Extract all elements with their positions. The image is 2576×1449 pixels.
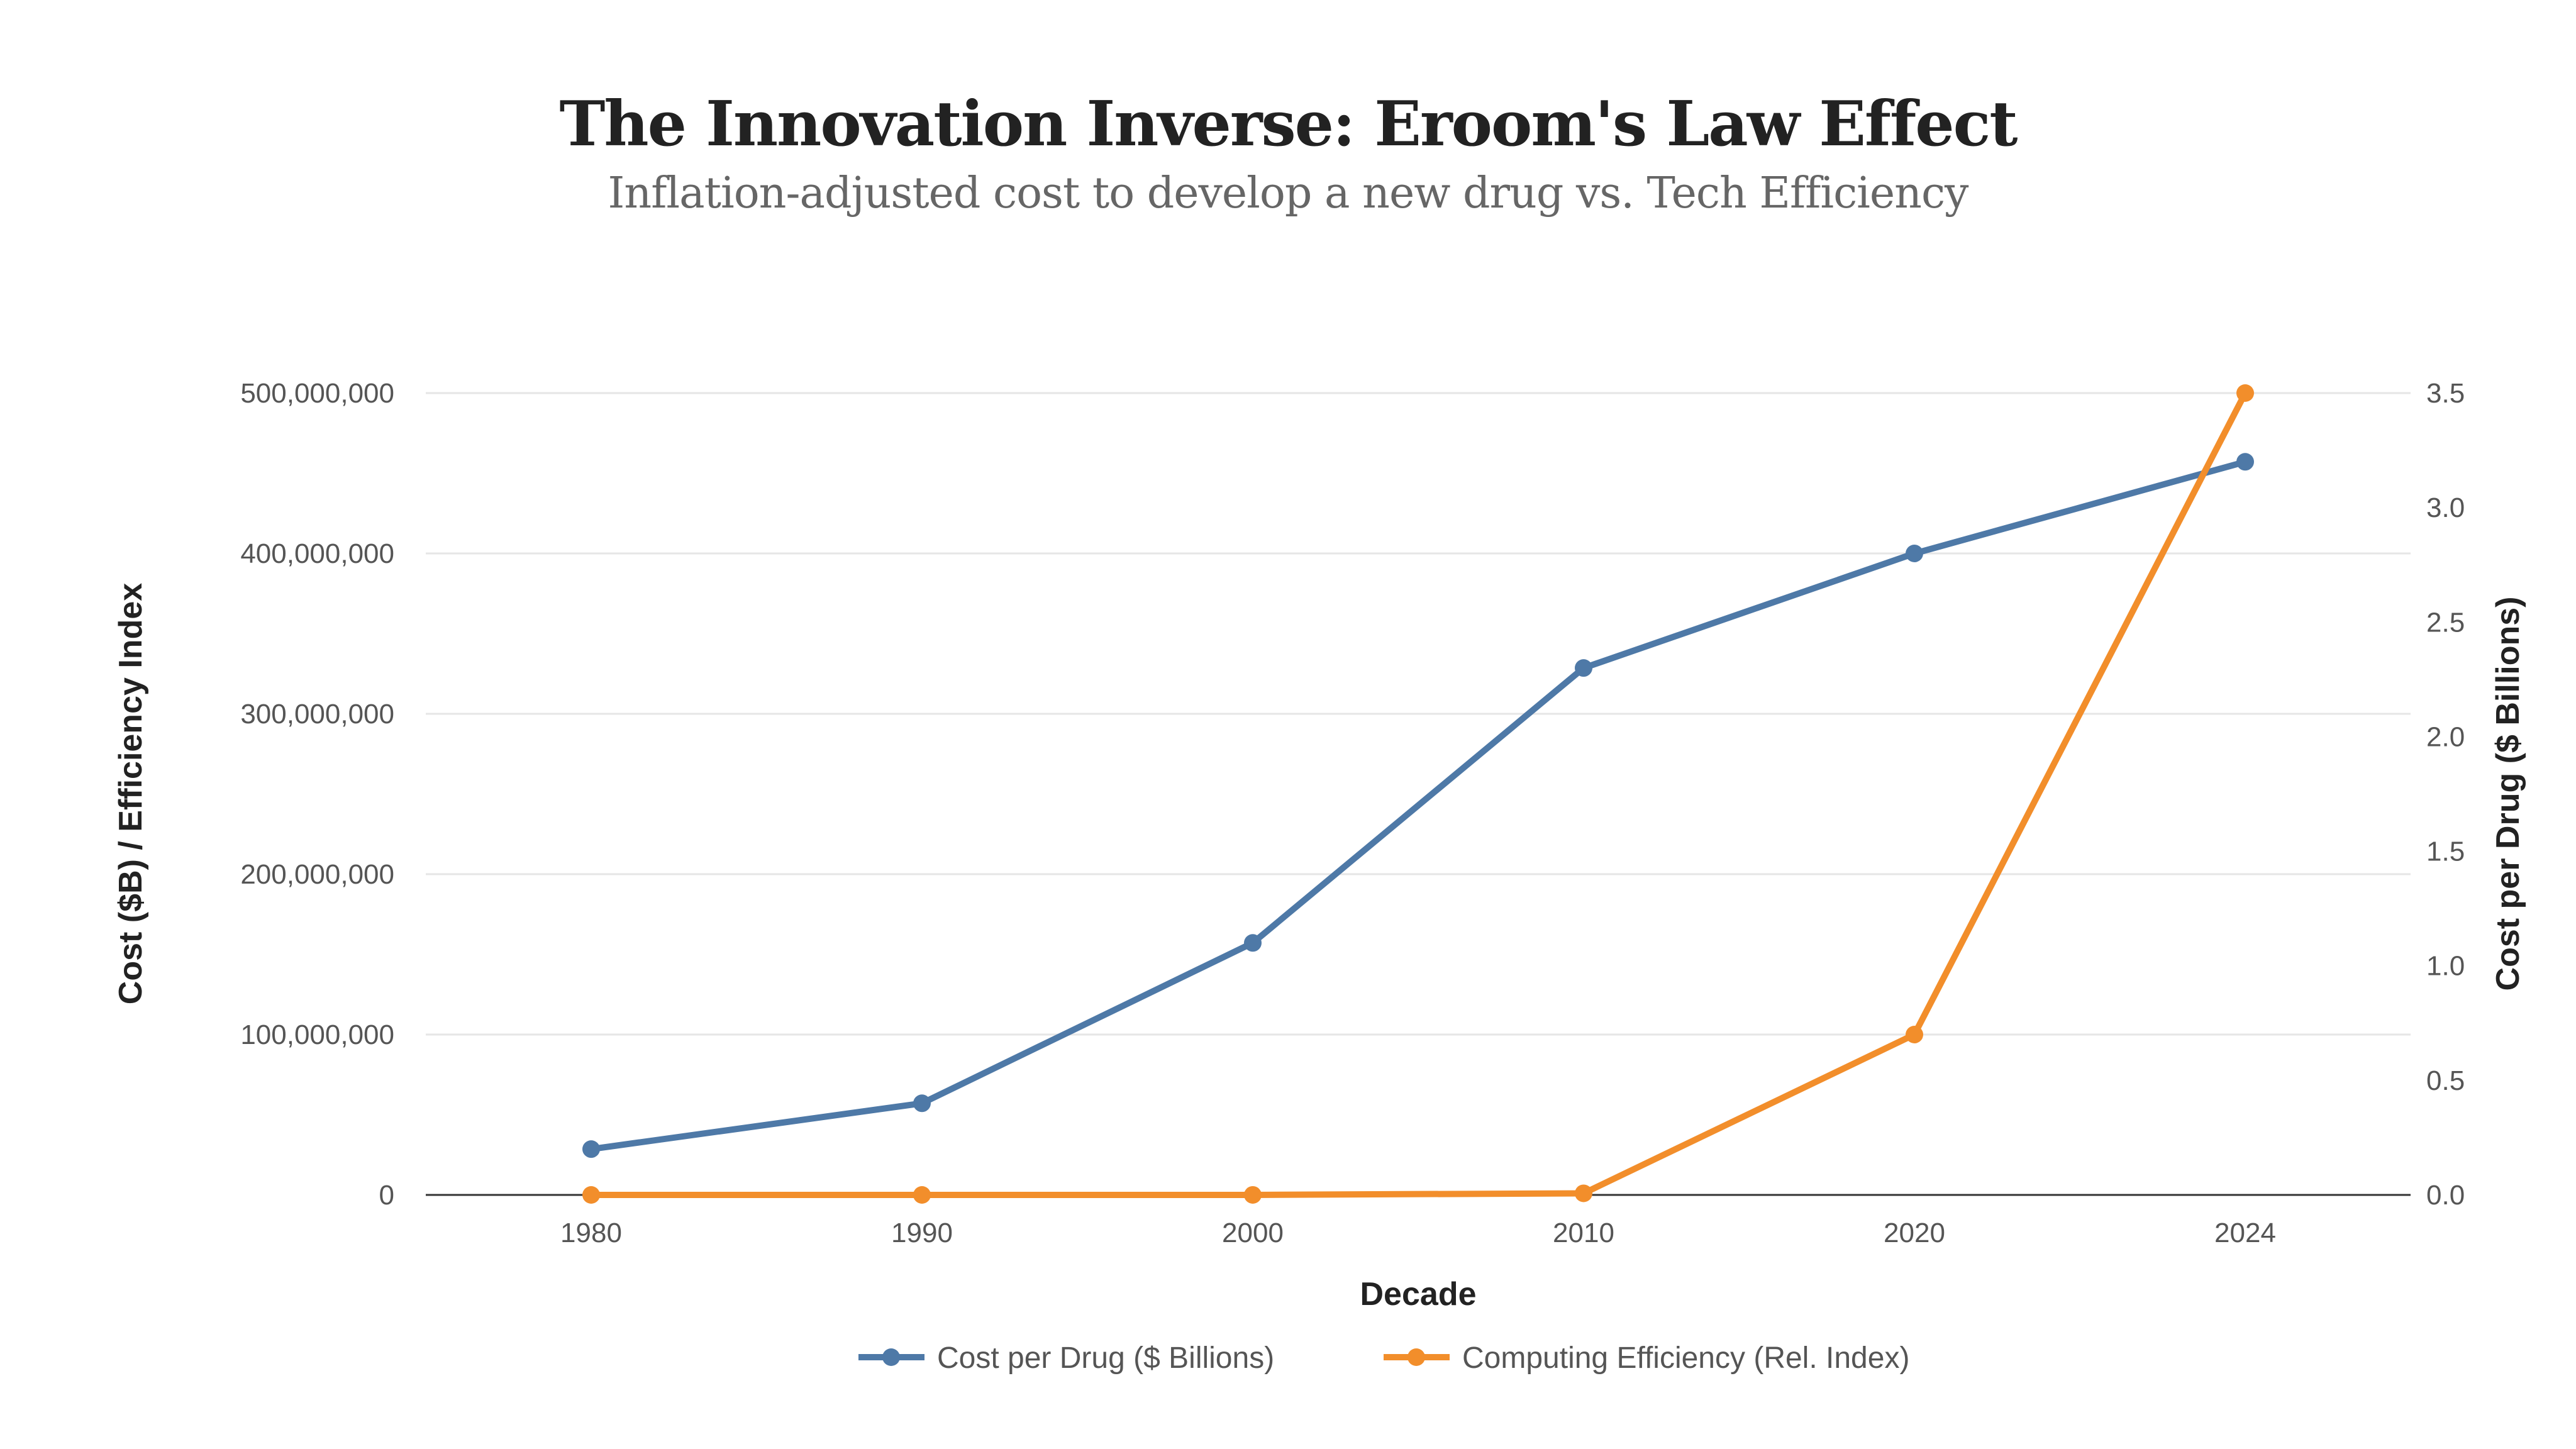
right-tick-label: 3.0 [2426,492,2465,523]
right-axis-title: Cost per Drug ($ Billions) [2490,597,2526,991]
data-point [2236,453,2254,471]
left-tick-label: 100,000,000 [240,1019,394,1050]
left-axis-title: Cost ($B) / Efficiency Index [113,583,149,1004]
x-tick-label: 2010 [1553,1218,1614,1248]
data-point [1906,545,1923,562]
series-line [591,458,2246,1153]
x-tick-label: 2000 [1222,1218,1284,1248]
legend-label: Computing Efficiency (Rel. Index) [1462,1341,1909,1375]
left-axis-ticks: 0 100,000,000 200,000,000 300,000,000 400,00… [240,378,394,1211]
data-point [1575,1184,1592,1202]
x-tick-label: 1990 [891,1218,953,1248]
left-tick-label: 200,000,000 [240,859,394,890]
right-axis-ticks: 0.0 0.5 1.0 1.5 2.0 2.5 3.0 3.5 [2426,378,2465,1211]
x-tick-label: 2024 [2214,1218,2276,1248]
chart-subtitle: Inflation-adjusted cost to develop a new… [608,169,1969,218]
series [582,384,2254,1204]
series-line [591,391,2248,1198]
data-point [2236,384,2254,402]
x-axis-title: Decade [1360,1276,1477,1313]
x-tick-label: 1980 [560,1218,622,1248]
data-point [913,1185,931,1204]
right-tick-label: 0.0 [2426,1180,2465,1211]
x-axis-ticks: 1980 1990 2000 2010 2020 2024 [560,1218,2276,1248]
legend-swatch-marker [1407,1348,1425,1366]
x-tick-label: 2020 [1884,1218,1945,1248]
left-tick-label: 300,000,000 [240,699,394,730]
gridlines [426,392,2411,1036]
data-point [1575,659,1592,677]
legend: Cost per Drug ($ Billions) Computing Effi… [858,1341,1909,1375]
data-point [1906,1026,1923,1043]
legend-label: Cost per Drug ($ Billions) [937,1341,1274,1375]
data-point [913,1094,931,1113]
legend-swatch-marker [882,1348,900,1366]
data-point [582,1140,600,1158]
data-point [1244,934,1262,952]
left-tick-label: 500,000,000 [240,378,394,409]
right-tick-label: 1.0 [2426,951,2465,982]
data-point [1244,1185,1262,1204]
left-tick-label: 400,000,000 [240,538,394,569]
right-tick-label: 2.5 [2426,607,2465,638]
left-tick-label: 0 [379,1180,394,1211]
chart-title: The Innovation Inverse: Eroom's Law Effe… [559,88,2018,160]
right-tick-label: 3.5 [2426,378,2465,409]
data-point [582,1186,600,1204]
right-tick-label: 1.5 [2426,836,2465,867]
right-tick-label: 0.5 [2426,1065,2465,1096]
right-tick-label: 2.0 [2426,721,2465,752]
